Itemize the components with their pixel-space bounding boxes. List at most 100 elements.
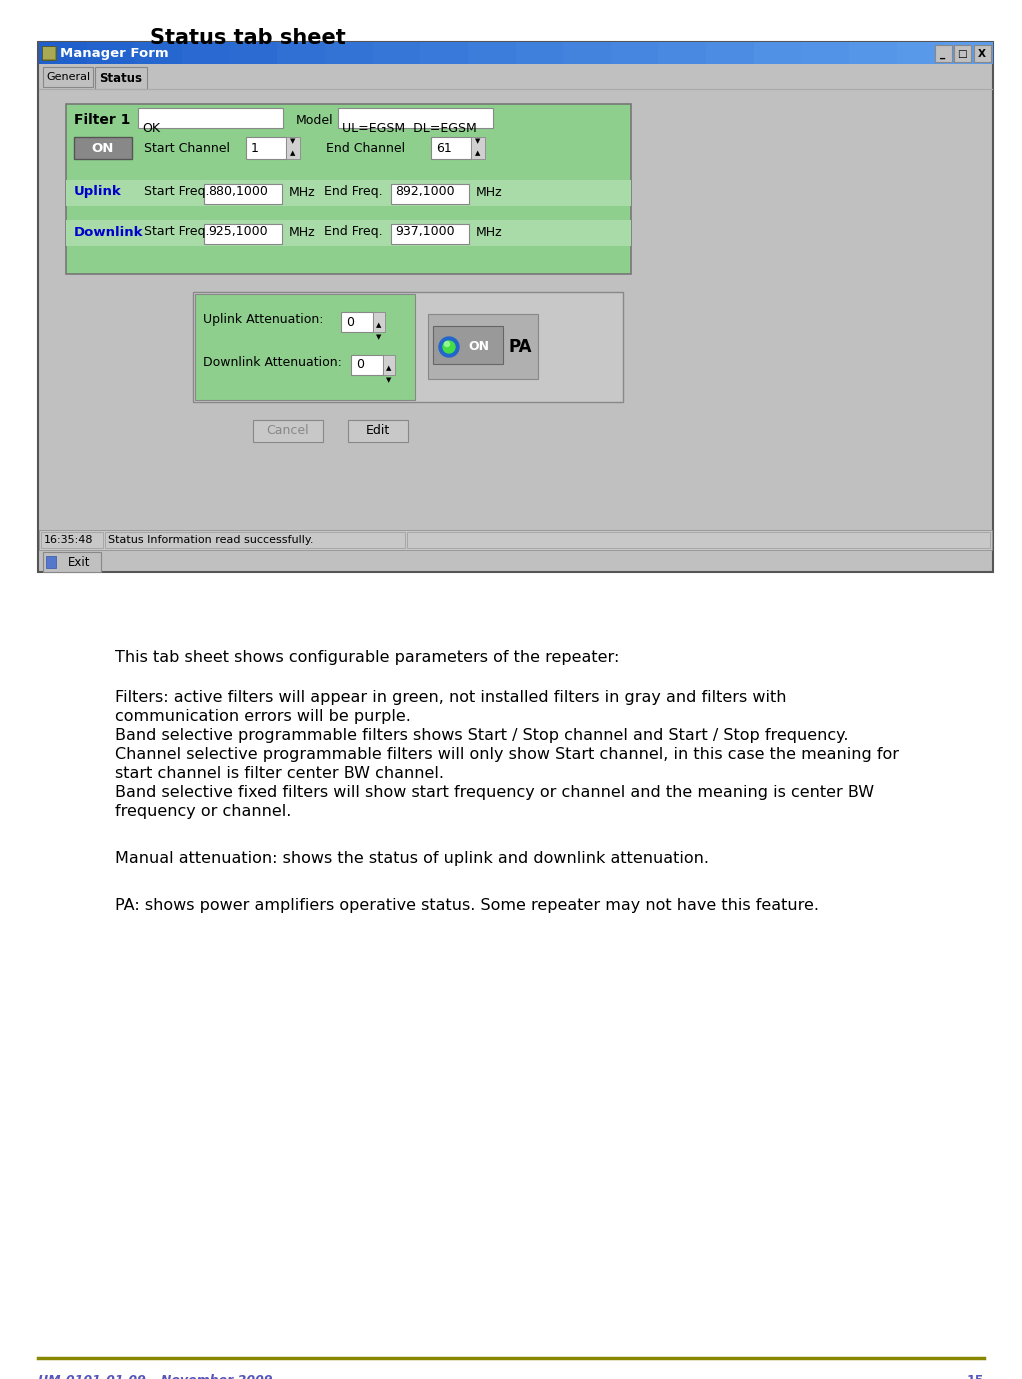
Text: Filter 1: Filter 1 — [74, 113, 131, 127]
Bar — [611, 41, 659, 63]
Text: Status tab sheet: Status tab sheet — [150, 28, 345, 48]
Bar — [134, 41, 183, 63]
Text: This tab sheet shows configurable parameters of the repeater:: This tab sheet shows configurable parame… — [115, 650, 619, 665]
Text: MHz: MHz — [476, 186, 503, 199]
Text: Exit: Exit — [68, 556, 91, 568]
Bar — [204, 183, 282, 204]
Bar — [182, 41, 231, 63]
Bar — [373, 41, 421, 63]
Text: ▲: ▲ — [475, 150, 480, 156]
Text: 892,1000: 892,1000 — [394, 186, 455, 199]
Text: 937,1000: 937,1000 — [394, 226, 455, 239]
Text: ON: ON — [468, 341, 489, 353]
Bar — [38, 41, 993, 572]
Bar — [46, 556, 56, 568]
Bar — [428, 314, 538, 379]
Text: ▼: ▼ — [376, 334, 381, 341]
Bar — [974, 46, 991, 62]
Bar — [138, 108, 283, 128]
Text: End Channel: End Channel — [326, 142, 405, 154]
Bar — [407, 532, 990, 547]
Bar — [896, 41, 945, 63]
Text: Status Information read successfully.: Status Information read successfully. — [108, 535, 314, 545]
Bar — [468, 41, 516, 63]
Bar — [431, 137, 471, 159]
Bar — [706, 41, 755, 63]
Text: Band selective programmable filters shows Start / Stop channel and Start / Stop : Band selective programmable filters show… — [115, 728, 848, 743]
Text: ▼: ▼ — [475, 138, 480, 143]
Text: Start Freq.: Start Freq. — [144, 226, 210, 239]
Bar — [253, 421, 323, 443]
Text: Start Freq.: Start Freq. — [144, 186, 210, 199]
Bar — [383, 354, 394, 375]
Text: End Freq.: End Freq. — [324, 186, 382, 199]
Text: Downlink: Downlink — [74, 226, 143, 239]
Bar — [658, 41, 707, 63]
Bar — [325, 41, 374, 63]
Bar — [935, 46, 953, 62]
Text: 15: 15 — [967, 1373, 984, 1379]
Circle shape — [443, 341, 455, 353]
Text: 16:35:48: 16:35:48 — [44, 535, 93, 545]
Bar — [433, 325, 503, 364]
Bar — [204, 223, 282, 244]
Text: 61: 61 — [436, 142, 452, 154]
Bar — [66, 221, 631, 245]
Text: Cancel: Cancel — [267, 425, 310, 437]
Bar — [471, 137, 485, 159]
Text: ▲: ▲ — [376, 323, 381, 328]
Bar — [43, 47, 55, 59]
Text: 1: 1 — [251, 142, 259, 154]
Circle shape — [439, 336, 459, 357]
Text: Band selective fixed filters will show start frequency or channel and the meanin: Band selective fixed filters will show s… — [115, 785, 874, 800]
Text: 925,1000: 925,1000 — [208, 226, 268, 239]
Bar — [373, 312, 385, 332]
Text: MHz: MHz — [289, 226, 316, 239]
Text: UL=EGSM  DL=EGSM: UL=EGSM DL=EGSM — [342, 121, 476, 135]
Bar — [39, 530, 992, 550]
Bar — [420, 41, 469, 63]
Text: Uplink: Uplink — [74, 186, 122, 199]
Bar — [944, 41, 993, 63]
Bar — [105, 532, 405, 547]
Bar — [43, 552, 101, 572]
Bar — [195, 294, 415, 400]
Text: PA: shows power amplifiers operative status. Some repeater may not have this fea: PA: shows power amplifiers operative sta… — [115, 898, 819, 913]
Text: UM-0101-01.09 – November 2009: UM-0101-01.09 – November 2009 — [38, 1373, 273, 1379]
Text: 0: 0 — [346, 316, 354, 328]
Bar — [43, 68, 93, 87]
Text: frequency or channel.: frequency or channel. — [115, 804, 291, 819]
Text: Downlink Attenuation:: Downlink Attenuation: — [203, 356, 342, 368]
Bar — [230, 41, 278, 63]
Text: ▼: ▼ — [386, 376, 391, 383]
Bar — [801, 41, 850, 63]
Bar — [286, 137, 300, 159]
Bar — [351, 354, 383, 375]
Bar — [277, 41, 326, 63]
Bar — [341, 312, 373, 332]
Bar — [42, 46, 56, 61]
Bar — [87, 41, 135, 63]
Text: 880,1000: 880,1000 — [208, 186, 268, 199]
Bar — [74, 137, 132, 159]
Bar — [849, 41, 897, 63]
Bar — [193, 292, 623, 403]
Bar — [349, 421, 408, 443]
Bar — [515, 41, 564, 63]
Text: Model: Model — [296, 113, 333, 127]
Text: □: □ — [958, 50, 967, 59]
Text: MHz: MHz — [289, 186, 316, 199]
Bar — [954, 46, 971, 62]
Bar — [391, 223, 469, 244]
Bar — [39, 41, 88, 63]
Text: communication errors will be purple.: communication errors will be purple. — [115, 709, 411, 724]
Text: MHz: MHz — [476, 226, 503, 239]
Text: ▲: ▲ — [290, 150, 295, 156]
Text: 0: 0 — [356, 359, 364, 371]
Text: OK: OK — [142, 121, 160, 135]
Text: End Freq.: End Freq. — [324, 226, 382, 239]
Text: Filters: active filters will appear in green, not installed filters in gray and : Filters: active filters will appear in g… — [115, 690, 787, 705]
Text: Status: Status — [99, 72, 142, 84]
Text: Start Channel: Start Channel — [144, 142, 230, 154]
Text: Manual attenuation: shows the status of uplink and downlink attenuation.: Manual attenuation: shows the status of … — [115, 851, 709, 866]
